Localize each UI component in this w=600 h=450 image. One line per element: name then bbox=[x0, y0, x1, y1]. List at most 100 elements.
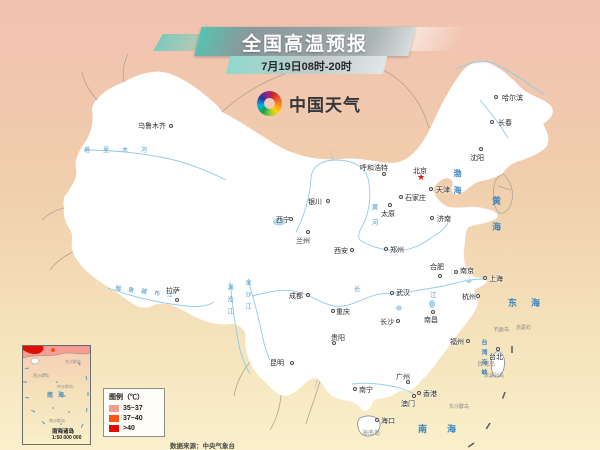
city-label: 上海 bbox=[489, 276, 503, 283]
city-marker bbox=[306, 293, 310, 297]
sea-label: 南海 bbox=[418, 424, 477, 434]
city-label: 西安 bbox=[334, 248, 348, 255]
city-label: 郑州 bbox=[390, 247, 404, 254]
city-label: 南宁 bbox=[359, 387, 373, 394]
city-label: 济南 bbox=[437, 216, 451, 223]
city-label: 呼和浩特 bbox=[360, 165, 388, 172]
city-marker bbox=[175, 298, 179, 302]
city-marker bbox=[384, 247, 388, 251]
inset-island-label: 东沙群岛 bbox=[65, 359, 81, 364]
city-label: 昆明 bbox=[270, 360, 284, 367]
logo-text: 中国天气 bbox=[289, 95, 361, 115]
island-label: 钓鱼岛 bbox=[494, 327, 510, 333]
river-label: 长 bbox=[354, 286, 361, 293]
city-marker bbox=[396, 319, 400, 323]
legend-row: >40 bbox=[109, 425, 159, 432]
inset-sea-label: 南海 bbox=[47, 393, 70, 399]
city-label: 杭州 bbox=[462, 294, 476, 301]
city-label: 澳门 bbox=[401, 401, 415, 408]
river-label: 澜沧江 bbox=[226, 284, 232, 320]
taiwan-island bbox=[490, 351, 505, 378]
sea-label: 黄海 bbox=[491, 196, 501, 248]
small-islands bbox=[460, 328, 523, 408]
city-marker bbox=[399, 195, 403, 199]
legend-swatch bbox=[109, 425, 119, 432]
city-label: 长沙 bbox=[380, 319, 394, 326]
city-marker bbox=[494, 95, 498, 99]
city-label: 银川 bbox=[308, 199, 322, 206]
city-marker bbox=[429, 187, 433, 191]
legend-label: 37~40 bbox=[123, 415, 143, 422]
city-label: 兰州 bbox=[296, 238, 310, 245]
city-marker bbox=[431, 310, 435, 314]
river-label: 黄河 bbox=[370, 204, 377, 234]
city-label: 合肥 bbox=[430, 264, 444, 271]
legend-title: 图例（℃） bbox=[109, 394, 144, 401]
city-label: 福州 bbox=[450, 339, 464, 346]
legend-swatch bbox=[109, 415, 119, 422]
city-label: 海口 bbox=[381, 418, 395, 425]
legend-label: >40 bbox=[123, 425, 135, 432]
city-label: 重庆 bbox=[336, 309, 350, 316]
legend-row: 37~40 bbox=[109, 415, 159, 422]
city-marker bbox=[430, 216, 434, 220]
inset-svg bbox=[23, 346, 90, 434]
city-marker bbox=[306, 230, 310, 234]
city-marker bbox=[454, 270, 458, 274]
city-label: 太原 bbox=[381, 211, 395, 218]
hainan-island bbox=[357, 415, 381, 437]
sea-label: 台湾海峡 bbox=[480, 339, 486, 379]
city-label: 西宁 bbox=[276, 217, 290, 224]
river-label: 江 bbox=[430, 292, 437, 299]
pinwheel-logo-icon bbox=[253, 86, 286, 120]
island-label: 赤尾屿 bbox=[516, 325, 532, 331]
legend-items: 35~37 37~40 >40 bbox=[109, 405, 159, 432]
city-label: 广州 bbox=[396, 374, 410, 381]
city-label: 石家庄 bbox=[405, 195, 426, 202]
city-label: 乌鲁木齐 bbox=[138, 123, 166, 130]
island-label: 澎湖列岛 bbox=[484, 373, 505, 379]
city-marker bbox=[382, 172, 386, 176]
city-marker bbox=[326, 199, 330, 203]
city-marker bbox=[483, 276, 487, 280]
city-marker bbox=[331, 309, 335, 313]
city-label: 成都 bbox=[289, 293, 303, 300]
city-marker bbox=[375, 418, 379, 422]
china-weather-logo: 中国天气 bbox=[253, 86, 361, 120]
island-label: 东沙群岛 bbox=[449, 404, 470, 410]
river-label: 金沙江 bbox=[244, 279, 250, 315]
legend-row: 35~37 bbox=[109, 405, 159, 412]
city-marker bbox=[406, 380, 410, 384]
city-marker bbox=[490, 120, 494, 124]
city-label: 天津 bbox=[436, 187, 450, 194]
city-label: 南昌 bbox=[424, 317, 438, 324]
legend-swatch bbox=[109, 405, 119, 412]
south-china-sea-inset: 南海 东沙群岛 西沙群岛 中沙群岛 南沙群岛 南海诸岛 1:50 000 000 bbox=[22, 345, 91, 445]
inset-scale: 1:50 000 000 bbox=[52, 435, 82, 441]
city-label: 哈尔滨 bbox=[502, 95, 523, 102]
river-label: 塔里木河 bbox=[84, 148, 161, 154]
sea-label: 东海 bbox=[508, 298, 555, 308]
inset-island-label: 中沙群岛 bbox=[57, 384, 73, 389]
capital-star-marker: ★ bbox=[417, 172, 426, 182]
legend-label: 35~37 bbox=[123, 405, 143, 412]
rivers bbox=[83, 61, 546, 395]
lakes bbox=[273, 218, 472, 311]
city-marker bbox=[417, 391, 421, 395]
city-marker bbox=[289, 217, 293, 221]
city-label: 北京 bbox=[413, 168, 427, 175]
city-marker bbox=[169, 124, 173, 128]
city-label: 台北 bbox=[489, 354, 503, 361]
city-label: 拉萨 bbox=[166, 288, 180, 295]
inset-island-label: 西沙群岛 bbox=[33, 373, 49, 378]
city-marker bbox=[476, 294, 480, 298]
city-marker bbox=[350, 248, 354, 252]
city-marker bbox=[466, 339, 470, 343]
city-marker bbox=[412, 394, 416, 398]
city-label: 武汉 bbox=[396, 290, 410, 297]
data-source-note: 数据来源：中央气象台 比例尺1:25 000 000 审图号:GS(2021)6… bbox=[170, 422, 304, 450]
city-label: 长春 bbox=[498, 120, 512, 127]
nine-dash-line bbox=[467, 346, 513, 448]
source-line1: 数据来源：中央气象台 bbox=[170, 443, 235, 450]
